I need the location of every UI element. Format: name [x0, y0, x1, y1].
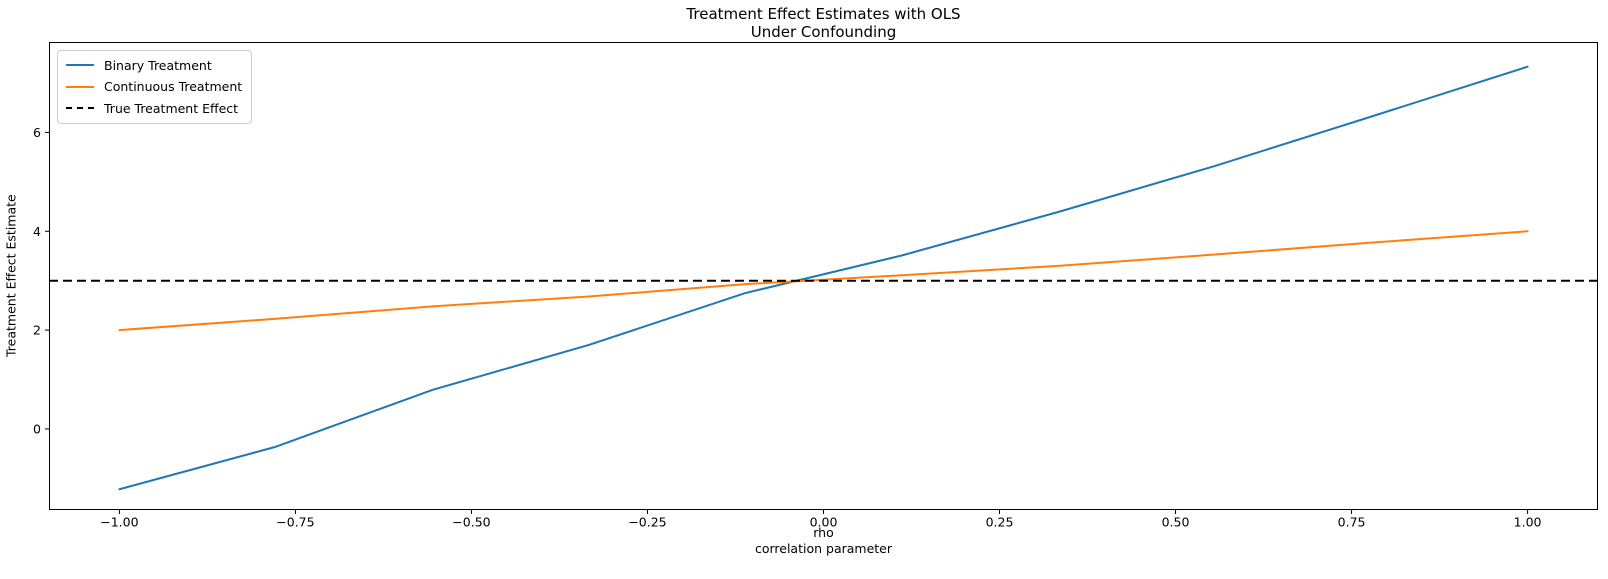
x-tick-label: 0.75 [1338, 515, 1366, 530]
axes-spines [49, 42, 1598, 510]
x-tick-label: 0.00 [810, 515, 838, 530]
x-tick-label: 1.00 [1514, 515, 1542, 530]
x-axis-label: rho correlation parameter [754, 525, 893, 556]
legend-label: Continuous Treatment [104, 79, 243, 95]
x-tick-label: 0.25 [986, 515, 1014, 530]
y-axis-label: Treatment Effect Estimate [3, 194, 19, 358]
legend-item-true-treatment-effect: True Treatment Effect [66, 99, 242, 118]
line-sample-icon [66, 64, 94, 67]
x-tick-label: −1.00 [100, 515, 138, 530]
y-tick-label: 0 [33, 421, 41, 436]
y-tick-label: 6 [33, 125, 41, 140]
series-line-0 [118, 65, 1529, 491]
legend-item-continuous-treatment: Continuous Treatment [66, 78, 242, 97]
legend-label: True Treatment Effect [104, 100, 239, 116]
x-tick-label: 0.50 [1162, 515, 1190, 530]
chart-title: Treatment Effect Estimates with OLS Unde… [686, 5, 961, 41]
x-tick-label: −0.75 [276, 515, 314, 530]
legend-label: Binary Treatment [104, 57, 212, 73]
y-tick-label: 4 [33, 224, 41, 239]
legend-item-binary-treatment: Binary Treatment [66, 56, 242, 75]
x-tick-label: −0.50 [452, 515, 490, 530]
y-tick-label: 2 [33, 323, 41, 338]
legend: Binary Treatment Continuous Treatment Tr… [57, 50, 253, 124]
x-tick-label: −0.25 [628, 515, 666, 530]
line-sample-icon [66, 85, 94, 88]
line-sample-icon [66, 107, 94, 110]
